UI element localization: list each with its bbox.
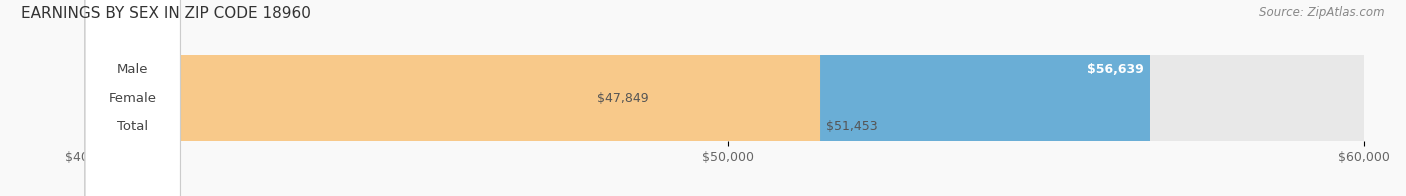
Bar bbox=[91, 112, 1364, 141]
Text: Source: ZipAtlas.com: Source: ZipAtlas.com bbox=[1260, 6, 1385, 19]
FancyBboxPatch shape bbox=[84, 0, 180, 196]
Text: $47,849: $47,849 bbox=[598, 92, 648, 104]
Text: $56,639: $56,639 bbox=[1087, 63, 1143, 76]
Bar bbox=[91, 84, 1364, 112]
Text: $51,453: $51,453 bbox=[827, 120, 877, 133]
FancyBboxPatch shape bbox=[91, 0, 591, 196]
FancyBboxPatch shape bbox=[91, 0, 1364, 196]
FancyBboxPatch shape bbox=[91, 0, 1364, 196]
Bar bbox=[91, 55, 1364, 84]
Text: Male: Male bbox=[117, 63, 149, 76]
FancyBboxPatch shape bbox=[84, 0, 180, 196]
Text: Total: Total bbox=[117, 120, 148, 133]
Text: EARNINGS BY SEX IN ZIP CODE 18960: EARNINGS BY SEX IN ZIP CODE 18960 bbox=[21, 6, 311, 21]
Text: Female: Female bbox=[108, 92, 156, 104]
FancyBboxPatch shape bbox=[84, 0, 180, 196]
FancyBboxPatch shape bbox=[91, 0, 1364, 196]
FancyBboxPatch shape bbox=[91, 0, 1150, 196]
FancyBboxPatch shape bbox=[91, 0, 820, 196]
